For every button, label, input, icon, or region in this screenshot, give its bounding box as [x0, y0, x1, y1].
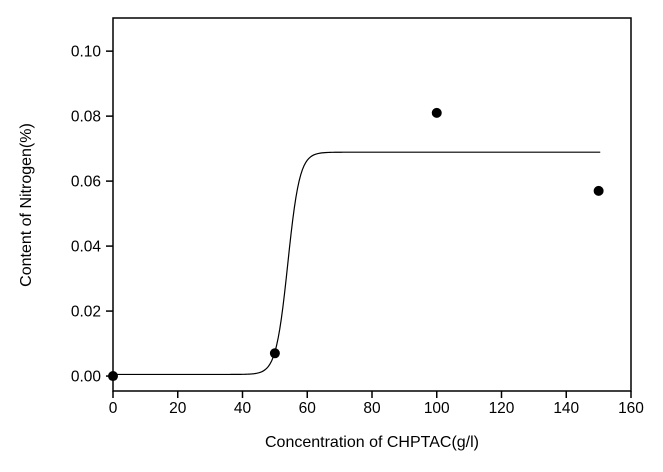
- y-tick-label: 0.06: [71, 174, 101, 191]
- data-point: [269, 348, 280, 359]
- x-tick-label: 100: [424, 400, 450, 417]
- fit-curve: [113, 151, 601, 376]
- x-tick-label: 160: [618, 400, 644, 417]
- y-tick-label: 0.10: [71, 44, 102, 61]
- data-point: [108, 371, 118, 382]
- x-tick-label: 140: [553, 400, 579, 417]
- data-point: [593, 185, 604, 196]
- x-tick-label: 20: [169, 400, 187, 417]
- y-tick-label: 0.02: [71, 304, 101, 321]
- x-tick-label: 60: [299, 400, 317, 417]
- x-tick-label: 120: [489, 400, 515, 417]
- y-tick-label: 0.00: [71, 369, 102, 386]
- y-tick-label: 0.08: [71, 109, 101, 126]
- y-axis-title: Content of Nitrogen(%): [18, 123, 35, 287]
- data-point: [431, 107, 442, 118]
- x-tick-label: 0: [109, 400, 118, 417]
- x-axis-title: Concentration of CHPTAC(g/l): [265, 434, 479, 451]
- x-tick-label: 80: [363, 400, 381, 417]
- y-tick-label: 0.04: [71, 239, 102, 256]
- x-tick-label: 40: [234, 400, 252, 417]
- plot-frame: [112, 17, 632, 392]
